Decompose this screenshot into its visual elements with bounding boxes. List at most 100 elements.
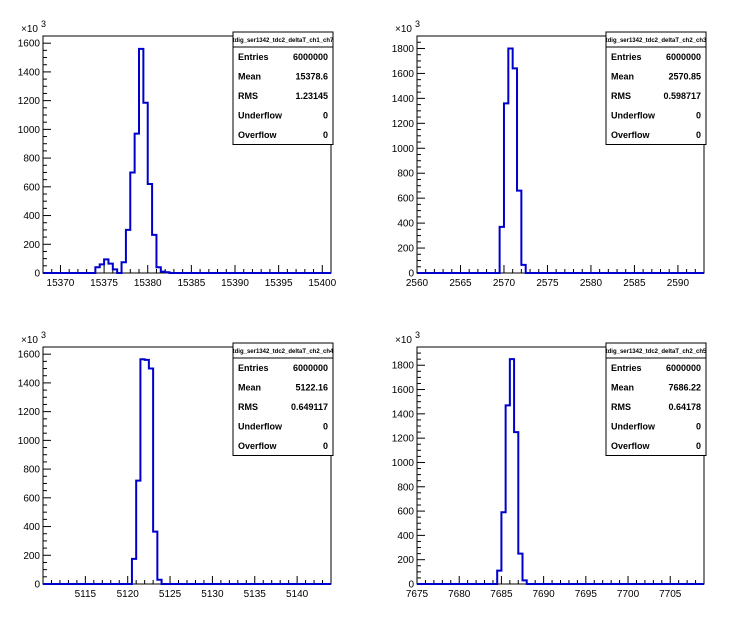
x-tick-label: 15395	[265, 278, 293, 289]
histogram-bin	[156, 267, 160, 273]
histogram-title: tdig_ser1342_tdc2_deltaT_ch2_ch4	[233, 349, 334, 355]
y-multiplier-label: ×10	[395, 335, 412, 346]
y-tick-label: 1400	[392, 94, 415, 105]
x-tick-label: 7680	[448, 589, 471, 600]
histogram-title: tdig_ser1342_tdc2_deltaT_ch1_ch7	[233, 38, 334, 44]
histogram-panel-2: 0 200 400 600 800 1000 1200 1400 1600 1800 2560 256…	[392, 19, 707, 289]
stat-value: 0	[323, 441, 328, 451]
y-multiplier-exponent: 3	[41, 19, 46, 29]
histogram-bin	[513, 68, 517, 273]
x-tick-label: 7695	[575, 589, 598, 600]
stat-label: Underflow	[238, 422, 283, 432]
stat-value: 0.64178	[668, 402, 701, 412]
histogram-bin	[504, 103, 508, 273]
y-tick-label: 1000	[392, 144, 415, 155]
stat-label: RMS	[611, 91, 631, 101]
x-tick-label: 2560	[406, 278, 429, 289]
stat-label: Mean	[238, 72, 261, 82]
y-tick-label: 400	[23, 522, 40, 533]
histogram-bin	[523, 580, 527, 584]
stat-label: Mean	[611, 72, 634, 82]
stat-value: 0	[696, 441, 701, 451]
stat-value: 0	[696, 111, 701, 121]
y-tick-label: 600	[397, 194, 414, 205]
stat-label: Mean	[238, 383, 261, 393]
histogram-bin	[104, 259, 108, 273]
histogram-panel-4: 0 200 400 600 800 1000 1200 1400 1600 1800 7675 768…	[392, 330, 707, 600]
y-tick-label: 1200	[18, 407, 41, 418]
stat-label: Entries	[611, 52, 642, 62]
stat-label: Overflow	[611, 130, 651, 140]
y-tick-label: 1800	[392, 44, 415, 55]
stats-box	[605, 342, 707, 456]
histogram-outline	[43, 358, 331, 585]
histogram-bin	[113, 269, 117, 273]
x-tick-label: 15400	[308, 278, 336, 289]
y-tick-label: 1400	[18, 67, 41, 78]
histogram-title: tdig_ser1342_tdc2_deltaT_ch2_ch5	[606, 349, 707, 355]
stat-label: Mean	[611, 383, 634, 393]
x-tick-label: 15370	[47, 278, 75, 289]
stat-value: 6000000	[666, 363, 701, 373]
histogram-bin	[497, 571, 501, 584]
y-tick-label: 0	[408, 269, 414, 280]
histogram-bin	[136, 481, 140, 584]
histogram-bin	[161, 272, 165, 273]
y-tick-label: 1200	[392, 119, 415, 130]
histogram-bin	[139, 49, 143, 273]
y-tick-label: 200	[397, 555, 414, 566]
y-tick-label: 1800	[392, 361, 415, 372]
stat-label: RMS	[238, 402, 258, 412]
x-tick-label: 7700	[617, 589, 640, 600]
histogram-bin	[140, 359, 144, 584]
y-tick-label: 400	[397, 219, 414, 230]
y-tick-label: 1600	[392, 69, 415, 80]
stat-label: Overflow	[611, 441, 651, 451]
x-tick-label: 15385	[177, 278, 205, 289]
y-tick-label: 1000	[392, 458, 415, 469]
histogram-bin	[145, 360, 149, 584]
stat-label: Overflow	[238, 130, 278, 140]
stat-label: Entries	[238, 52, 269, 62]
histogram-bin	[521, 265, 525, 273]
y-tick-label: 1600	[392, 385, 415, 396]
histogram-title: tdig_ser1342_tdc2_deltaT_ch2_ch3	[606, 38, 707, 44]
histogram-bin	[149, 369, 153, 584]
stat-value: 1.23145	[295, 91, 328, 101]
histogram-bin	[148, 184, 152, 273]
histogram-bin	[135, 134, 139, 273]
histogram-bin	[100, 264, 104, 273]
stat-value: 6000000	[293, 52, 328, 62]
x-tick-label: 5130	[201, 589, 224, 600]
y-tick-label: 400	[397, 531, 414, 542]
y-tick-label: 1400	[392, 409, 415, 420]
histogram-bin	[517, 191, 521, 273]
y-tick-label: 200	[23, 551, 40, 562]
x-tick-label: 2575	[536, 278, 559, 289]
y-tick-label: 0	[34, 269, 40, 280]
y-multiplier-exponent: 3	[415, 19, 420, 29]
y-tick-label: 800	[397, 169, 414, 180]
stats-box	[232, 31, 334, 145]
y-tick-label: 800	[23, 154, 40, 165]
stat-value: 0	[323, 422, 328, 432]
stat-value: 15378.6	[295, 72, 328, 82]
stat-value: 0	[696, 422, 701, 432]
x-tick-label: 15390	[221, 278, 249, 289]
y-tick-label: 400	[23, 211, 40, 222]
histogram-bin	[500, 227, 504, 273]
histogram-panel-1: 0 200 400 600 800 1000 1200 1400 1600 15370 15375 1…	[18, 19, 337, 289]
histogram-bin	[153, 532, 157, 584]
histogram-bin	[122, 262, 126, 273]
histogram-bin	[508, 48, 512, 273]
x-tick-label: 7705	[659, 589, 682, 600]
y-multiplier-exponent: 3	[41, 330, 46, 340]
y-tick-label: 1200	[392, 434, 415, 445]
stat-value: 7686.22	[668, 383, 701, 393]
y-tick-label: 1600	[18, 350, 41, 361]
histogram-bin	[132, 559, 136, 584]
stat-label: Entries	[611, 363, 642, 373]
histogram-outline	[417, 47, 704, 274]
histogram-bin	[501, 512, 505, 584]
